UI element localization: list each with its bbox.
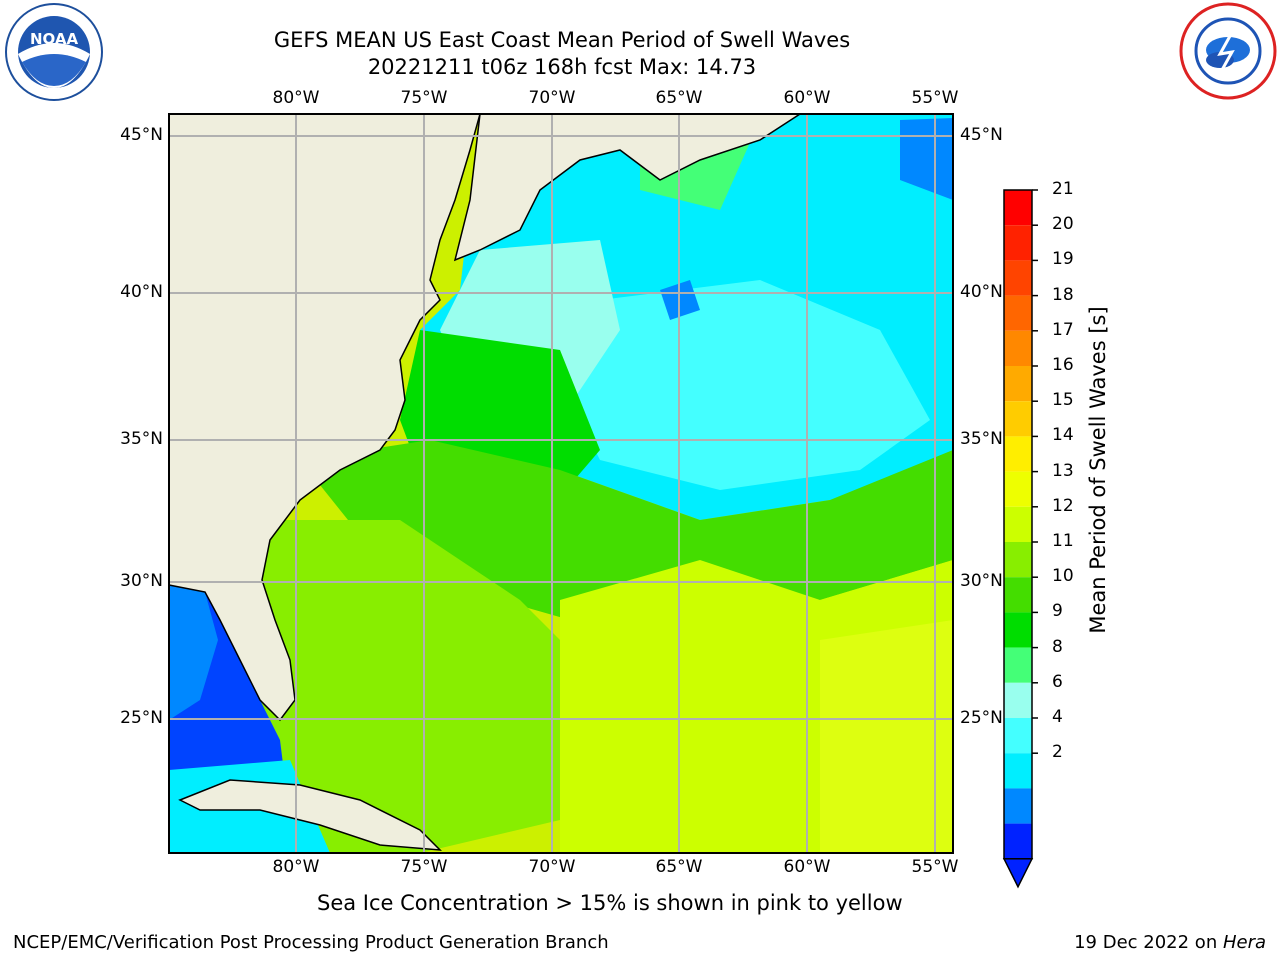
- sea-ice-caption: Sea Ice Concentration > 15% is shown in …: [317, 891, 903, 915]
- swell-contour: [169, 585, 218, 720]
- colorbar-segment: [1004, 366, 1032, 402]
- lat-tick-left: 30°N: [120, 571, 163, 591]
- lon-tick-top: 75°W: [400, 88, 448, 108]
- colorbar-tick-label: 19: [1052, 249, 1074, 270]
- colorbar-tick-label: 2: [1052, 742, 1063, 763]
- lon-tick-bottom: 65°W: [655, 857, 703, 877]
- noaa-logo: NOAA: [5, 3, 103, 101]
- colorbar-tick-label: 6: [1052, 671, 1063, 692]
- lat-tick-left: 45°N: [120, 125, 163, 145]
- colorbar-tick-label: 13: [1052, 460, 1074, 481]
- colorbar-label: Mean Period of Swell Waves [s]: [1086, 306, 1110, 634]
- footer-date-text: 19 Dec 2022 on: [1074, 932, 1223, 953]
- colorbar-tick-label: 4: [1052, 707, 1063, 727]
- canada-land: [453, 113, 803, 262]
- footer-date: 19 Dec 2022 on Hera: [1074, 932, 1266, 953]
- lat-tick-left: 25°N: [120, 708, 163, 728]
- colorbar-segment: [1004, 471, 1032, 507]
- nws-logo: [1179, 2, 1277, 100]
- chart-subtitle: 20221211 t06z 168h fcst Max: 14.73: [367, 55, 757, 79]
- colorbar-tick-label: 18: [1052, 284, 1074, 305]
- lat-tick-right: 35°N: [960, 429, 1003, 449]
- lat-tick-left: 40°N: [120, 282, 163, 302]
- colorbar-segment: [1004, 577, 1032, 613]
- colorbar-segment: [1004, 612, 1032, 648]
- us-land: [168, 113, 481, 722]
- swell-contour: [560, 280, 930, 490]
- lat-tick-right: 45°N: [960, 125, 1003, 145]
- colorbar-tick-label: 11: [1052, 531, 1074, 551]
- colorbar-tick-label: 9: [1052, 601, 1063, 622]
- colorbar-tick-label: 20: [1052, 214, 1074, 235]
- colorbar-extend-arrow: [1002, 858, 1034, 889]
- lon-tick-top: 60°W: [783, 88, 831, 108]
- lat-tick-left: 35°N: [120, 429, 163, 449]
- colorbar-tick-label: 16: [1052, 355, 1074, 375]
- colorbar-segment: [1004, 823, 1032, 859]
- footer-machine: Hera: [1222, 932, 1266, 953]
- colorbar-segment: [1004, 718, 1032, 754]
- colorbar-tick-label: 21: [1052, 179, 1074, 199]
- colorbar-segment: [1004, 330, 1032, 366]
- colorbar-segment: [1004, 682, 1032, 718]
- lon-tick-top: 65°W: [655, 88, 703, 108]
- colorbar-segment: [1004, 506, 1032, 542]
- lon-tick-top: 70°W: [528, 88, 576, 108]
- lat-tick-right: 25°N: [960, 708, 1003, 728]
- colorbar-segment: [1004, 542, 1032, 578]
- lon-tick-bottom: 70°W: [528, 857, 576, 877]
- lat-tick-right: 30°N: [960, 571, 1003, 591]
- footer-branch: NCEP/EMC/Verification Post Processing Pr…: [13, 932, 609, 953]
- cuba-land: [178, 779, 442, 851]
- colorbar-tick-label: 15: [1052, 390, 1074, 411]
- colorbar-tick-label: 10: [1052, 566, 1074, 587]
- lon-tick-bottom: 55°W: [911, 857, 959, 877]
- lon-tick-bottom: 75°W: [400, 857, 448, 877]
- colorbar-tick-label: 12: [1052, 495, 1074, 516]
- lon-tick-bottom: 80°W: [272, 857, 320, 877]
- colorbar-segment: [1004, 788, 1032, 824]
- noaa-logo-text: NOAA: [30, 30, 79, 48]
- colorbar-segment: [1004, 753, 1032, 789]
- colorbar-tick-label: 14: [1052, 425, 1074, 446]
- colorbar-tick-label: 8: [1052, 636, 1063, 657]
- lon-tick-top: 55°W: [911, 88, 959, 108]
- colorbar-tick-label: 17: [1052, 319, 1074, 340]
- chart-title: GEFS MEAN US East Coast Mean Period of S…: [273, 28, 851, 52]
- colorbar-frame: [1003, 189, 1033, 860]
- swell-contour: [820, 620, 953, 853]
- colorbar-segment: [1004, 401, 1032, 437]
- colorbar-segment: [1004, 647, 1032, 683]
- lon-tick-top: 80°W: [272, 88, 320, 108]
- colorbar-segment: [1004, 190, 1032, 226]
- colorbar-segment: [1004, 260, 1032, 296]
- colorbar-segment: [1004, 436, 1032, 472]
- map-frame: [168, 113, 954, 854]
- lon-tick-bottom: 60°W: [783, 857, 831, 877]
- swell-contour: [900, 118, 953, 200]
- swell-contour: [240, 520, 620, 853]
- colorbar-segment: [1004, 225, 1032, 261]
- colorbar-segment: [1004, 295, 1032, 331]
- lat-tick-right: 40°N: [960, 282, 1003, 302]
